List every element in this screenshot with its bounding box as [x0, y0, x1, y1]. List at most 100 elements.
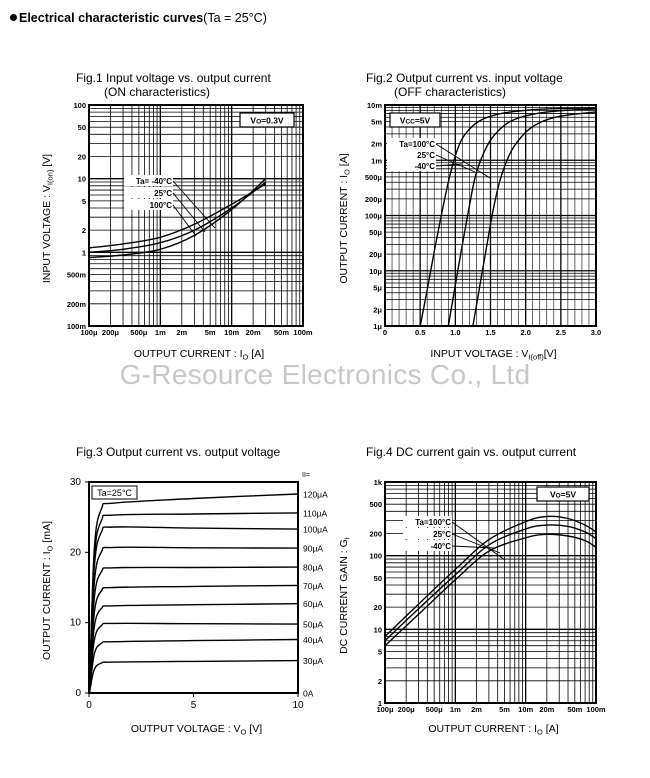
fig1-y-axis-label: INPUT VOLTAGE : VI(on) [V] [41, 154, 55, 283]
y-tick-label: 30 [70, 477, 82, 488]
label-backdrop [124, 175, 173, 186]
fig4-series-line-1 [384, 524, 597, 642]
label-leader-line [172, 204, 197, 237]
series-label: 60μA [303, 599, 323, 609]
fig4-series-label: Ta=100°C [415, 518, 451, 527]
fig2-chart: Fig.2 Output current vs. input voltage(O… [338, 71, 601, 362]
y-tick-label: 5 [82, 197, 86, 206]
fig1-series-label: 25°C [154, 189, 172, 198]
x-tick-label: 1m [155, 328, 166, 337]
series-label: 100μA [303, 525, 328, 535]
fig2-y-axis-label: OUTPUT CURRENT : IO [A] [338, 153, 352, 283]
fig4-series-line-0 [384, 515, 597, 638]
series-label: 0A [303, 689, 314, 699]
fig4-series-line-2 [384, 533, 597, 647]
x-tick-label: 50m [567, 705, 582, 714]
y-tick-label: 2μ [373, 305, 382, 314]
series-line-70μA [88, 584, 299, 694]
fig2-series-label: Ta=100°C [399, 140, 435, 149]
y-tick-label: 50μ [369, 228, 382, 237]
label-leader-line [435, 154, 476, 173]
y-tick-label: 5 [378, 648, 382, 657]
fig4-plot-frame [384, 481, 597, 704]
series-label: 110μA [303, 508, 327, 518]
page-heading: Electrical characteristic curves(Ta = 25… [10, 11, 267, 25]
label-backdrop [403, 540, 452, 551]
y-tick-label: 200 [369, 529, 382, 538]
label-leader-line [451, 545, 495, 549]
y-tick-label: 10 [374, 625, 382, 634]
fig4-condition-box [536, 486, 590, 502]
y-tick-label: 1m [371, 156, 382, 165]
fig2-plot-frame [384, 104, 597, 327]
y-tick-label: 100μ [365, 212, 383, 221]
fig1-series-label: 100°C [150, 201, 173, 210]
series-label: 70μA [303, 581, 323, 591]
label-leader-line [451, 521, 506, 561]
fig2-series-line-2 [472, 111, 597, 327]
fig1-series-line-0 [88, 183, 267, 249]
x-tick-label: 2.5 [556, 328, 566, 337]
fig2-title: Fig.2 Output current vs. input voltage [366, 71, 563, 85]
x-tick-label: 100m [586, 705, 606, 714]
x-tick-label: 2m [471, 705, 482, 714]
y-tick-label: 500 [369, 500, 382, 509]
y-tick-label: 2 [82, 226, 86, 235]
label-leader-line [172, 192, 206, 233]
series-line-60μA [88, 603, 299, 694]
y-tick-label: 100 [73, 101, 86, 110]
series-line-90μA [88, 546, 299, 694]
fig4-title: Fig.4 DC current gain vs. output current [366, 445, 577, 459]
fig3-condition: Ta=25°C [97, 488, 132, 498]
y-tick-label: 200μ [365, 195, 383, 204]
fig1-series-line-2 [88, 178, 267, 259]
y-tick-label: 10 [70, 618, 82, 629]
fig2-series-line-0 [419, 107, 597, 327]
x-tick-label: 10m [224, 328, 239, 337]
series-label: 40μA [303, 635, 323, 645]
fig2-series-label: 25°C [417, 151, 435, 160]
y-tick-label: 0 [75, 688, 81, 699]
series-line-120μA [88, 493, 299, 694]
y-tick-label: 200m [67, 300, 87, 309]
y-tick-label: 20μ [369, 250, 382, 259]
y-tick-label: 100 [369, 552, 382, 561]
y-tick-label: 20 [374, 603, 382, 612]
y-tick-label: 20 [78, 152, 86, 161]
page-heading-bold: Electrical characteristic curves [19, 11, 204, 25]
label-backdrop [403, 528, 452, 539]
label-backdrop [387, 149, 436, 160]
label-leader-line [435, 163, 463, 167]
x-tick-label: 0 [383, 328, 387, 337]
x-tick-label: 500μ [426, 705, 444, 714]
y-tick-label: 20 [70, 547, 82, 558]
x-tick-label: 3.0 [591, 328, 601, 337]
fig1-series-line-1 [88, 181, 267, 253]
fig2-subtitle: (OFF characteristics) [394, 85, 506, 99]
fig3-chart: Fig.3 Output current vs. output voltage 0… [41, 445, 328, 737]
fig3-title: Fig.3 Output current vs. output voltage [76, 445, 280, 459]
fig1-plot-frame [88, 104, 304, 327]
fig1-condition: VO=0.3V [250, 116, 284, 126]
fig2-condition: VCC=5V [400, 116, 431, 126]
fig4-x-axis-label: OUTPUT CURRENT : IO [A] [428, 723, 558, 737]
fig1-condition-box [239, 112, 295, 128]
series-line-30μA [88, 659, 299, 694]
series-label: 30μA [303, 656, 323, 666]
x-tick-label: 0 [86, 700, 92, 711]
y-tick-label: 50 [374, 574, 382, 583]
x-tick-label: 0.5 [415, 328, 425, 337]
page-heading-condition: (Ta = 25°C) [203, 11, 267, 25]
fig4-condition: VO=5V [550, 490, 576, 500]
label-backdrop [387, 138, 436, 149]
x-tick-label: 20m [246, 328, 261, 337]
fig1-x-axis-label: OUTPUT CURRENT : IO [A] [134, 348, 264, 362]
y-tick-label: 10m [367, 101, 382, 110]
fig3-x-axis-label: OUTPUT VOLTAGE : VO [V] [131, 723, 262, 737]
x-tick-label: 10m [518, 705, 533, 714]
label-backdrop [124, 187, 173, 198]
y-tick-label: 10 [78, 175, 86, 184]
label-leader-line [172, 180, 216, 229]
series-line-100μA [88, 526, 299, 694]
x-tick-label: 5 [191, 700, 197, 711]
